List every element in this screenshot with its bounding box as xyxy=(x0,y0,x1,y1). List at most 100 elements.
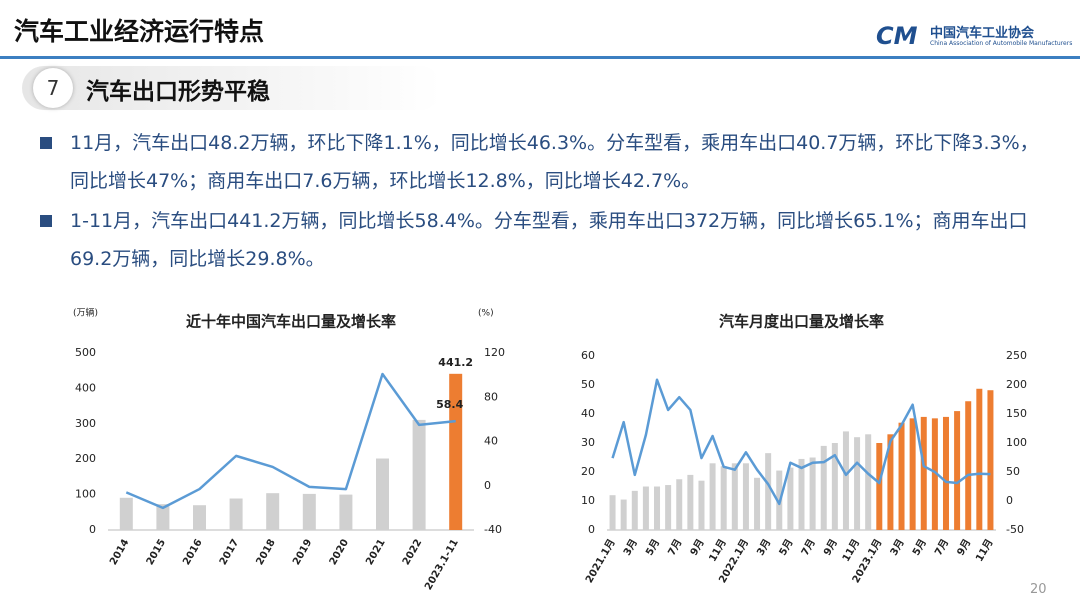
bullet-marker xyxy=(40,215,52,227)
bar xyxy=(229,498,243,530)
x-tick-label: 3月 xyxy=(888,537,907,558)
bar xyxy=(820,445,827,530)
bullet-text: 1-11月，汽车出口441.2万辆，同比增长58.4%。分车型看，乘用车出口37… xyxy=(70,210,1028,270)
bar xyxy=(412,419,426,530)
bar xyxy=(302,493,316,530)
bar xyxy=(193,505,206,530)
x-tick-label: 9月 xyxy=(821,537,840,558)
bar xyxy=(976,388,983,530)
x-tick-label: 2021 xyxy=(364,537,387,567)
x-tick-label: 5月 xyxy=(910,537,929,558)
x-tick-label: 2014 xyxy=(108,537,131,567)
x-tick-label: 9月 xyxy=(688,537,707,558)
y-tick-label: 40 xyxy=(581,407,595,420)
bar xyxy=(754,477,761,530)
x-tick-label: 2019 xyxy=(291,537,314,567)
x-tick-label: 7月 xyxy=(799,537,818,558)
bar xyxy=(376,458,389,530)
x-tick-label: 2022 xyxy=(401,537,424,567)
bar xyxy=(920,416,927,530)
bar xyxy=(449,373,463,530)
x-tick-label: 11月 xyxy=(707,537,729,564)
bar xyxy=(687,474,694,530)
y-tick-label: 50 xyxy=(581,378,595,391)
x-tick-label: 5月 xyxy=(643,537,662,558)
x-tick-label: 11月 xyxy=(973,537,995,564)
y2-tick-label: 80 xyxy=(484,390,498,403)
y2-axis-label: (%) xyxy=(478,309,494,319)
chart-title: 近十年中国汽车出口量及增长率 xyxy=(186,313,396,331)
y2-tick-label: 0 xyxy=(1006,494,1013,507)
section-number: 7 xyxy=(33,68,73,108)
bar xyxy=(609,495,616,530)
y-tick-label: 0 xyxy=(89,523,96,536)
line xyxy=(611,378,991,506)
bar xyxy=(339,494,353,530)
y2-tick-label: 150 xyxy=(1006,407,1027,420)
y-tick-label: 500 xyxy=(75,346,96,359)
y-axis-label: (万辆) xyxy=(73,307,98,319)
bar xyxy=(642,486,649,530)
y-tick-label: 400 xyxy=(75,381,96,394)
bar xyxy=(731,463,738,530)
x-tick-label: 2017 xyxy=(218,537,241,567)
bar xyxy=(620,499,627,530)
bar xyxy=(654,486,661,530)
y-tick-label: 100 xyxy=(75,488,96,501)
bar xyxy=(909,418,916,530)
bar xyxy=(742,463,749,530)
bar xyxy=(266,493,280,530)
x-tick-label: 2023.1-11 xyxy=(423,537,461,592)
x-tick-label: 2016 xyxy=(181,537,204,567)
x-tick-label: 11月 xyxy=(840,537,862,564)
x-tick-label: 2015 xyxy=(145,537,168,567)
y2-tick-label: 100 xyxy=(1006,436,1027,449)
x-tick-label: 7月 xyxy=(932,537,951,558)
bar xyxy=(798,458,805,530)
y-tick-label: 30 xyxy=(581,436,595,449)
header-title: 汽车工业经济运行特点 xyxy=(14,17,265,46)
bar xyxy=(842,431,849,530)
bar xyxy=(809,457,816,530)
y2-tick-label: 40 xyxy=(484,435,498,448)
y-tick-label: 60 xyxy=(581,349,595,362)
org-name: 中国汽车工业协会 xyxy=(930,26,1035,41)
bar xyxy=(709,463,716,530)
x-tick-label: 9月 xyxy=(955,537,974,558)
bar xyxy=(987,390,994,530)
y2-tick-label: -40 xyxy=(484,523,502,536)
y-tick-label: 200 xyxy=(75,452,96,465)
bar xyxy=(765,453,772,530)
bullet-marker xyxy=(40,137,52,149)
page-number: 20 xyxy=(1030,582,1047,597)
section-bar xyxy=(22,66,442,110)
x-tick-label: 5月 xyxy=(777,537,796,558)
bar xyxy=(876,443,883,530)
y-tick-label: 0 xyxy=(588,523,595,536)
bar-value-label: 441.2 xyxy=(438,356,473,369)
line xyxy=(125,372,456,510)
bar xyxy=(854,437,861,530)
bar xyxy=(965,401,972,530)
y-tick-label: 20 xyxy=(581,465,595,478)
x-tick-label: 2020 xyxy=(328,537,351,567)
bar xyxy=(887,434,894,530)
bar xyxy=(676,479,683,530)
bar xyxy=(631,490,638,530)
section-title: 汽车出口形势平稳 xyxy=(86,79,270,105)
org-name-en: China Association of Automobile Manufact… xyxy=(930,40,1073,47)
bar xyxy=(720,466,727,530)
bar xyxy=(931,418,938,530)
bullet-text: 11月，汽车出口48.2万辆，环比下降1.1%，同比增长46.3%。分车型看，乘… xyxy=(70,132,1039,192)
bar xyxy=(831,443,838,530)
bar xyxy=(865,434,872,530)
bar xyxy=(665,485,672,530)
y-tick-label: 300 xyxy=(75,417,96,430)
x-tick-label: 2021.1月 xyxy=(583,537,618,585)
x-tick-label: 3月 xyxy=(754,537,773,558)
x-tick-label: 7月 xyxy=(666,537,685,558)
header-rule xyxy=(0,56,1080,59)
bar xyxy=(787,467,794,530)
y2-tick-label: 200 xyxy=(1006,378,1027,391)
